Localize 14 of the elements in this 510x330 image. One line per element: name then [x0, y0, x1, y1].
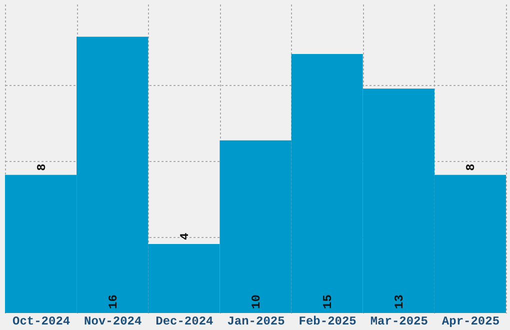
data-label: 10 [250, 294, 264, 309]
x-tick-label: Apr-2025 [442, 314, 500, 328]
data-label: 15 [321, 294, 336, 309]
data-label: 16 [106, 294, 120, 309]
data-label: 8 [34, 164, 49, 171]
x-tick-label: Nov-2024 [84, 314, 142, 328]
x-tick-label: Jan-2025 [227, 314, 285, 328]
data-label: 8 [464, 164, 478, 171]
x-tick-label: Dec-2024 [156, 314, 214, 328]
data-label: 4 [178, 232, 192, 240]
x-tick-label: Oct-2024 [12, 314, 70, 328]
data-label: 13 [392, 294, 407, 309]
x-tick-label: Feb-2025 [298, 314, 356, 328]
x-tick-label: Mar-2025 [370, 314, 428, 328]
